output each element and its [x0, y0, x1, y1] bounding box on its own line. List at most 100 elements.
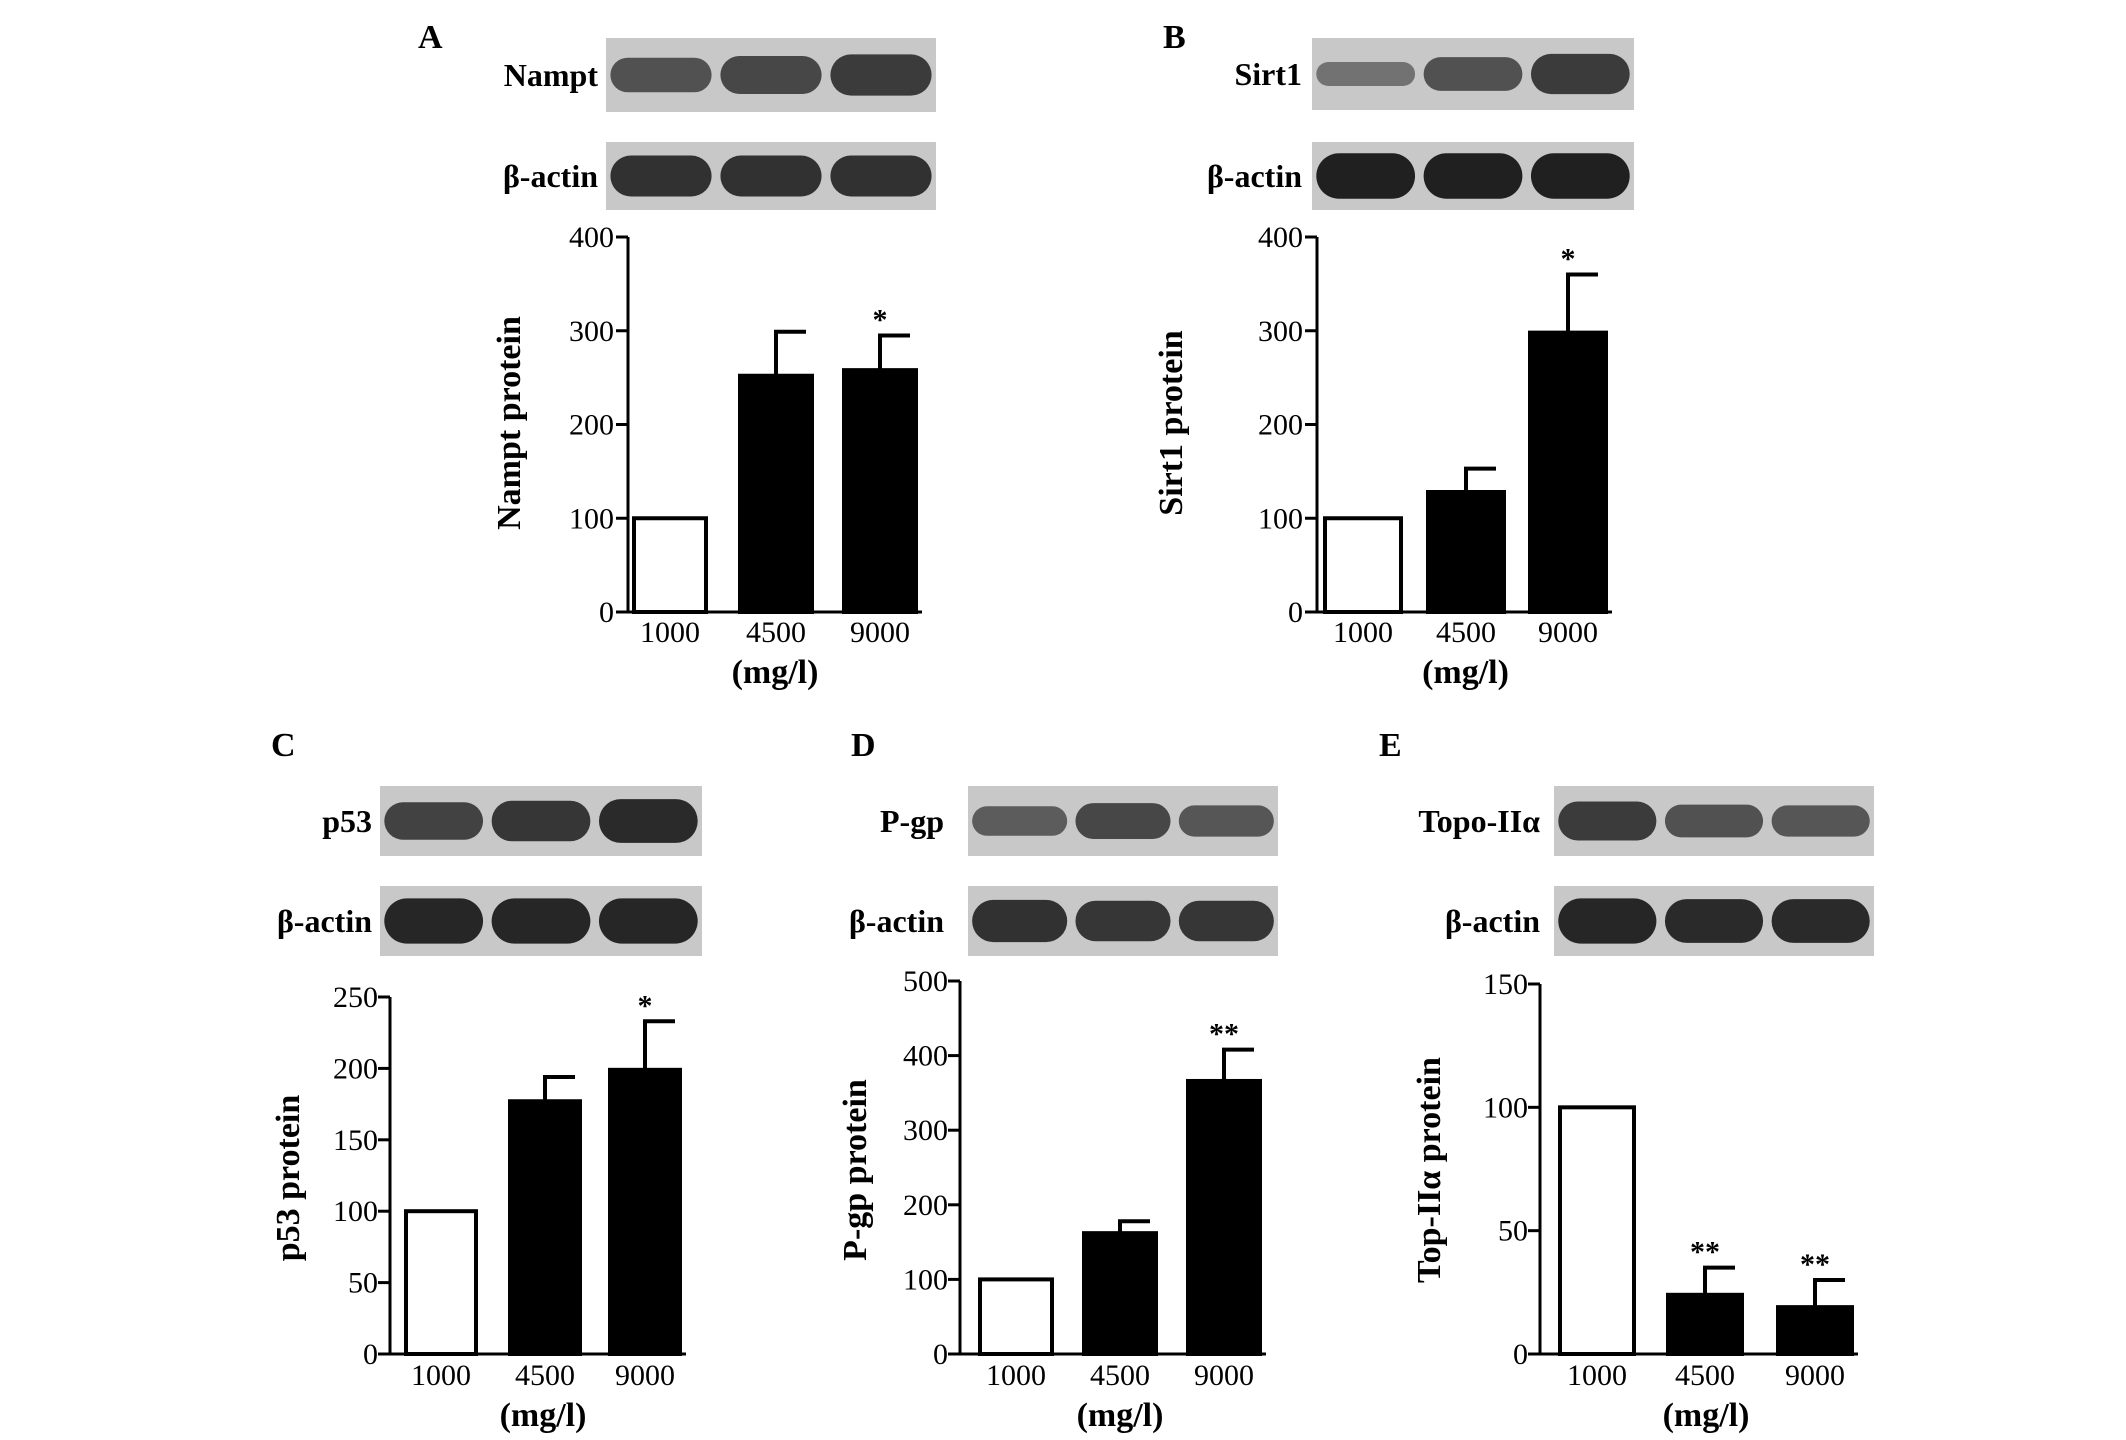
western-blot-actin — [606, 142, 936, 210]
bar — [1323, 516, 1403, 614]
y-tick-label: 100 — [569, 502, 614, 535]
y-tick-label: 250 — [333, 981, 378, 1014]
western-blot-target-band — [1664, 804, 1764, 838]
y-tick-label: 0 — [1288, 596, 1303, 629]
blot-label-actin: β-actin — [277, 903, 372, 939]
y-tick-label: 400 — [1258, 221, 1303, 254]
western-blot-target-band — [720, 56, 822, 94]
western-blot-actin-band — [384, 898, 484, 944]
panel-D: D P-gp β-actin 0 100 200 300 400 500 P-gp protein… — [837, 727, 1266, 1434]
western-blot-target-band — [1423, 57, 1523, 91]
bar — [1558, 1105, 1636, 1357]
x-tick-label: 4500 — [1090, 1359, 1150, 1392]
y-tick-label: 50 — [1498, 1215, 1528, 1248]
western-blot-actin-band — [1423, 153, 1523, 199]
x-tick-label: 9000 — [1785, 1359, 1845, 1392]
y-tick-label: 150 — [333, 1124, 378, 1157]
western-blot-target — [968, 786, 1278, 856]
y-tick-label: 50 — [348, 1267, 378, 1300]
x-tick-label: 1000 — [1333, 616, 1393, 649]
western-blot-actin — [1312, 142, 1634, 210]
y-tick-label: 500 — [903, 965, 948, 998]
western-blot-target-band — [384, 802, 484, 840]
western-blot-target-band — [1530, 53, 1630, 95]
bar — [1776, 1305, 1854, 1356]
western-blot-actin — [1554, 886, 1874, 956]
y-tick-label: 100 — [1258, 502, 1303, 535]
western-blot-target-band — [972, 806, 1068, 836]
x-tick-label: 9000 — [615, 1359, 675, 1392]
western-blot-actin-band — [830, 155, 932, 197]
blot-label-target: Topo-IIα — [1418, 803, 1540, 839]
bar — [1082, 1231, 1158, 1356]
y-tick-label: 100 — [1483, 1091, 1528, 1124]
x-tick-label: 4500 — [746, 616, 806, 649]
significance-marker: ** — [1690, 1236, 1720, 1269]
western-blot-target-band — [610, 57, 712, 93]
significance-marker: ** — [1209, 1018, 1239, 1051]
blot-label-target: Sirt1 — [1234, 56, 1302, 92]
x-tick-label: 1000 — [1567, 1359, 1627, 1392]
bar — [1666, 1292, 1744, 1357]
bar — [1528, 330, 1608, 614]
western-blot-actin — [380, 886, 702, 956]
x-axis-label: (mg/l) — [1422, 654, 1509, 691]
western-blot-target-band — [598, 799, 698, 843]
y-axis-label: P-gp protein — [837, 1079, 874, 1261]
panel-letter: C — [271, 727, 296, 764]
bar — [978, 1277, 1054, 1357]
x-tick-label: 4500 — [1675, 1359, 1735, 1392]
y-tick-label: 0 — [599, 596, 614, 629]
x-tick-label: 4500 — [1436, 616, 1496, 649]
y-tick-label: 0 — [933, 1338, 948, 1371]
western-blot-actin — [968, 886, 1278, 956]
western-blot-target-band — [1771, 805, 1870, 837]
western-blot-actin-band — [598, 898, 698, 944]
x-tick-label: 4500 — [515, 1359, 575, 1392]
western-blot-target-band — [1075, 803, 1171, 839]
blot-label-target: p53 — [322, 803, 372, 839]
x-tick-label: 9000 — [850, 616, 910, 649]
western-blot-actin-band — [972, 899, 1068, 943]
significance-marker: * — [638, 989, 653, 1022]
blot-label-target: Nampt — [504, 57, 599, 93]
bar — [404, 1209, 478, 1356]
significance-marker: ** — [1800, 1248, 1830, 1281]
western-blot-target — [1312, 38, 1634, 110]
panel-letter: D — [851, 727, 876, 764]
y-tick-label: 400 — [903, 1040, 948, 1073]
y-axis-label: Sirt1 protein — [1153, 330, 1190, 516]
bar — [842, 368, 918, 614]
western-blot-actin-band — [610, 155, 712, 197]
bar — [508, 1099, 582, 1357]
y-tick-label: 200 — [333, 1052, 378, 1085]
blot-label-actin: β-actin — [503, 158, 598, 194]
panel-letter: B — [1163, 19, 1186, 56]
y-tick-label: 200 — [1258, 409, 1303, 442]
bar — [632, 516, 708, 614]
y-tick-label: 100 — [903, 1263, 948, 1296]
western-blot-actin-band — [1316, 153, 1416, 199]
western-blot-actin-band — [1530, 153, 1630, 199]
x-axis-label: (mg/l) — [1077, 1397, 1164, 1434]
western-blot-actin-band — [1664, 899, 1764, 943]
y-tick-label: 300 — [1258, 315, 1303, 348]
x-tick-label: 9000 — [1194, 1359, 1254, 1392]
blot-label-actin: β-actin — [1445, 903, 1540, 939]
blot-label-actin: β-actin — [1207, 158, 1302, 194]
y-tick-label: 300 — [903, 1114, 948, 1147]
x-axis-label: (mg/l) — [1663, 1397, 1750, 1434]
y-tick-label: 0 — [1513, 1338, 1528, 1371]
y-axis-label: Nampt protein — [491, 316, 528, 530]
bar — [738, 373, 814, 614]
western-blot-actin-band — [491, 898, 591, 944]
panel-A: A Nampt β-actin 0 100 200 300 400 Nampt protein 1… — [418, 19, 922, 691]
western-blot-target-band — [1316, 62, 1416, 86]
y-tick-label: 300 — [569, 315, 614, 348]
y-tick-label: 0 — [363, 1338, 378, 1371]
blot-label-actin: β-actin — [849, 903, 944, 939]
y-tick-label: 400 — [569, 221, 614, 254]
blot-label-target: P-gp — [880, 803, 944, 839]
x-tick-label: 9000 — [1538, 616, 1598, 649]
